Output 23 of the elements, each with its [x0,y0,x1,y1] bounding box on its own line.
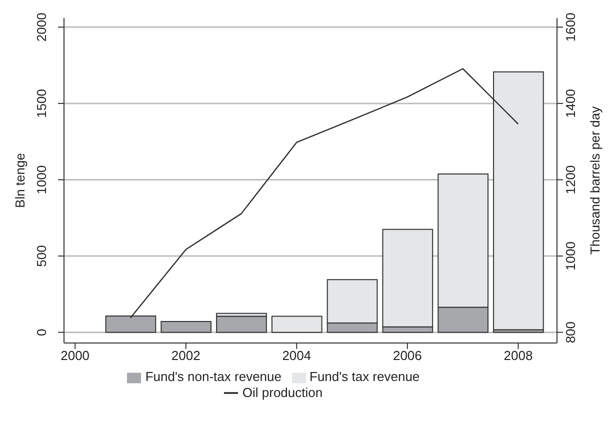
y-axis-title: Bln tenge [12,153,28,208]
y2-tick-label: 1600 [563,12,578,42]
legend-label: Fund's non-tax revenue [145,369,282,384]
y2-tick-label: 1400 [563,88,578,118]
y-tick-label: 1000 [34,165,49,194]
y2-tick-label: 1000 [563,242,578,270]
legend-label: Oil production [242,384,323,400]
legend-label: Fund's tax revenue [310,369,420,384]
x-tick-label: 2006 [392,348,422,364]
y2-tick-label: 1200 [563,165,578,194]
y-tick-label: 2000 [34,12,49,42]
x-tick-label: 2008 [504,348,533,364]
y2-tick-label: 800 [563,321,578,344]
x-tick-label: 2002 [171,348,200,364]
x-tick-label: 2004 [282,348,312,364]
y-tick-label: 0 [34,328,49,336]
bar [271,316,322,333]
bar [160,320,212,333]
y2-axis-title: Thousand barrels per day [588,106,603,255]
x-tick-label: 2000 [60,348,90,364]
bar [216,316,267,333]
y-tick-label: 500 [34,245,49,267]
y-tick-label: 1500 [34,88,49,118]
